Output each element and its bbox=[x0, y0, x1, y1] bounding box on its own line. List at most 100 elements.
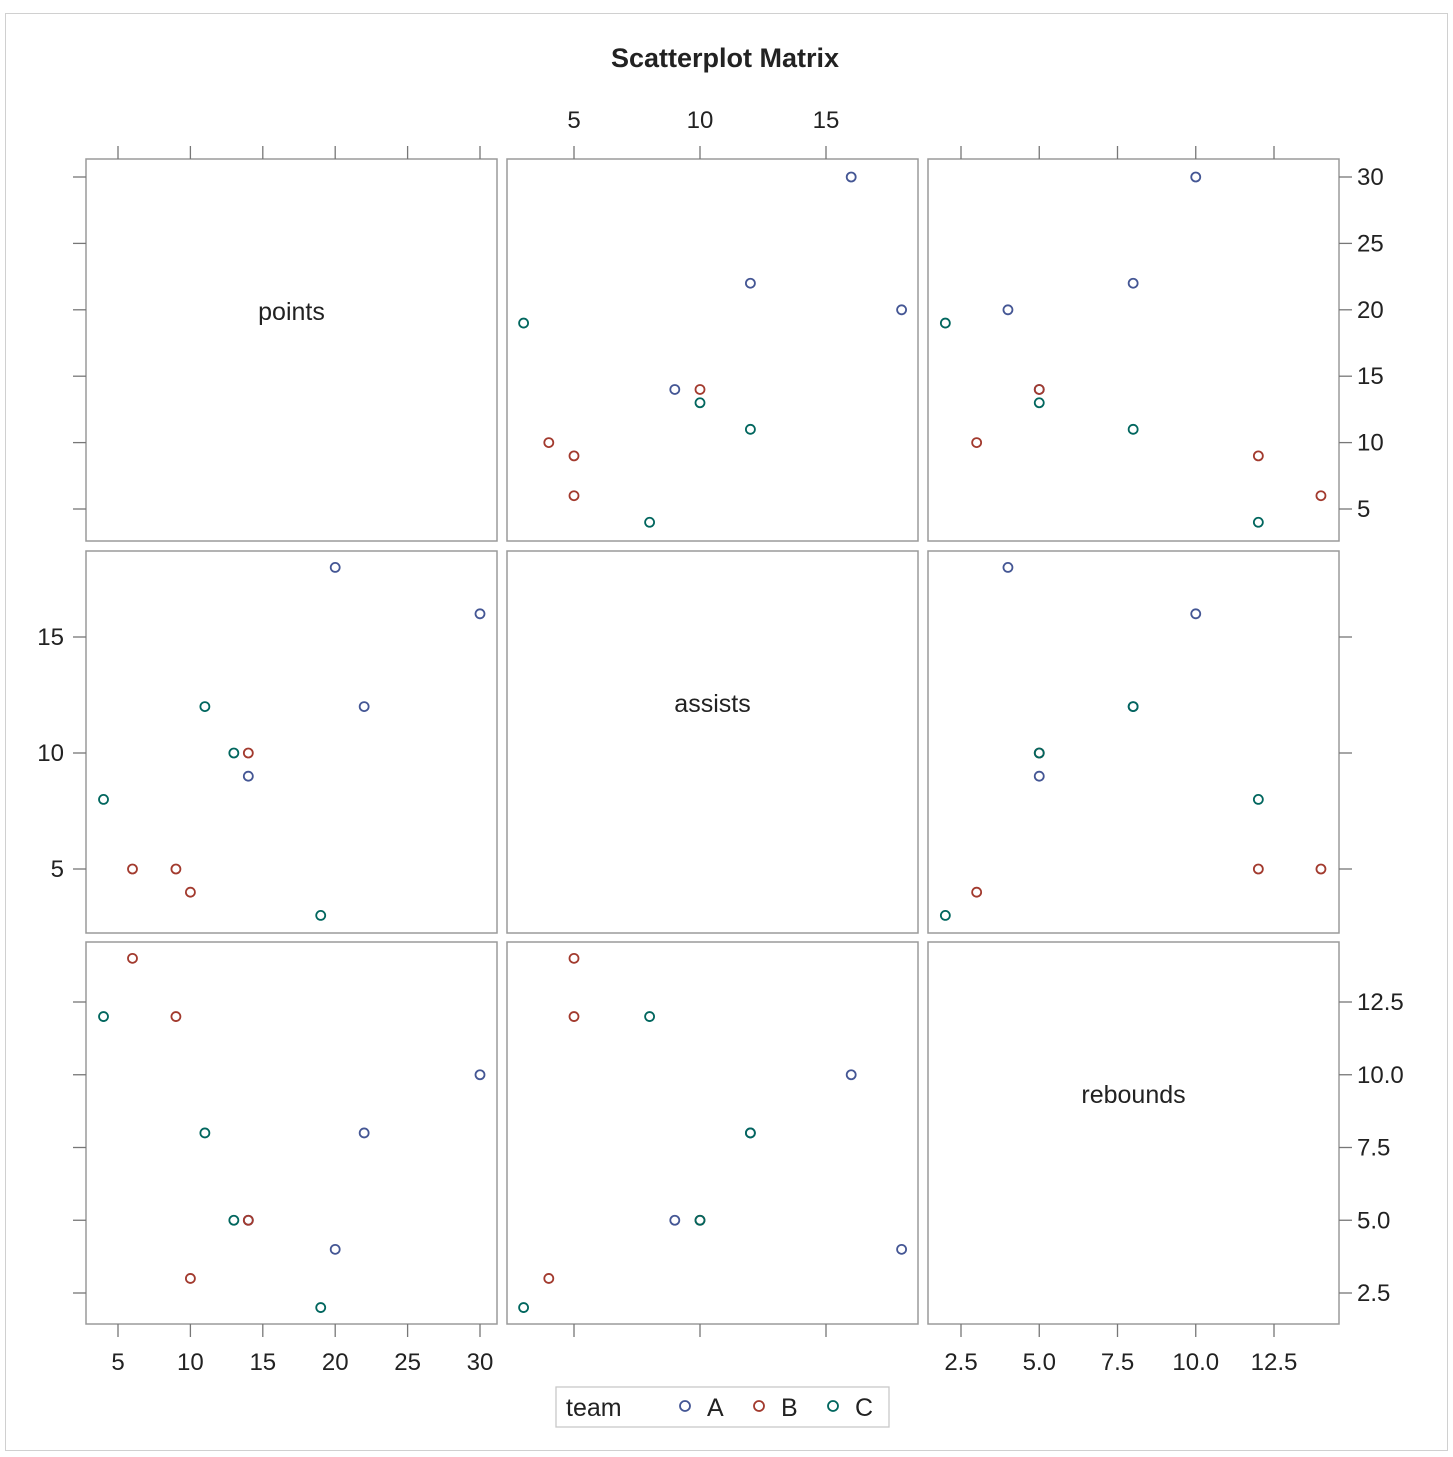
point-team-B bbox=[971, 886, 983, 898]
point-team-B bbox=[1033, 384, 1045, 395]
point-team-A bbox=[745, 277, 756, 289]
point-team-C bbox=[694, 1214, 706, 1226]
point-team-A bbox=[329, 1243, 341, 1255]
point-team-C bbox=[694, 397, 706, 409]
point-team-B bbox=[170, 863, 182, 875]
point-team-A bbox=[329, 562, 341, 573]
y-tick-label-rebounds: 7.5 bbox=[1357, 1135, 1390, 1162]
point-team-C bbox=[1252, 794, 1264, 805]
y-tick-label-rebounds: 5.0 bbox=[1357, 1207, 1390, 1234]
diagonal-label-points: points bbox=[258, 298, 325, 326]
point-team-C bbox=[315, 910, 327, 921]
x-tick-label-assists: 15 bbox=[813, 107, 840, 134]
legend-box bbox=[555, 1386, 890, 1428]
legend-label-A: A bbox=[707, 1394, 724, 1422]
point-team-A bbox=[1190, 608, 1202, 620]
point-team-C bbox=[199, 701, 211, 712]
point-team-A bbox=[474, 1069, 486, 1081]
point-team-B bbox=[971, 437, 983, 449]
panel-rebounds-vs-rebounds bbox=[927, 941, 1340, 1325]
y-tick-label-assists: 10 bbox=[37, 740, 64, 767]
point-team-A bbox=[669, 384, 681, 395]
point-team-C bbox=[644, 1011, 655, 1022]
point-team-B bbox=[242, 1214, 254, 1226]
panel-points-vs-rebounds bbox=[927, 158, 1340, 542]
point-team-C bbox=[199, 1127, 211, 1139]
point-team-B bbox=[568, 490, 580, 502]
point-team-A bbox=[1127, 277, 1139, 289]
panel-assists-vs-assists bbox=[506, 550, 919, 934]
point-team-B bbox=[568, 1011, 580, 1022]
point-team-A bbox=[896, 304, 907, 316]
chart-frame bbox=[5, 13, 1448, 1451]
x-tick-label-points: 30 bbox=[467, 1349, 494, 1376]
point-team-C bbox=[939, 317, 951, 329]
y-tick-label-assists: 15 bbox=[37, 624, 64, 651]
point-team-C bbox=[315, 1302, 327, 1313]
diagonal-label-rebounds: rebounds bbox=[1081, 1081, 1185, 1109]
point-team-A bbox=[474, 608, 486, 620]
point-team-B bbox=[694, 384, 706, 395]
point-team-A bbox=[845, 1069, 857, 1081]
point-team-C bbox=[745, 1127, 756, 1139]
point-team-C bbox=[518, 1302, 529, 1313]
panel-points-vs-points bbox=[85, 158, 498, 542]
point-team-B bbox=[568, 450, 580, 462]
point-team-C bbox=[1127, 423, 1139, 435]
point-team-B bbox=[1315, 863, 1327, 875]
point-team-B bbox=[184, 1273, 196, 1284]
y-tick-label-points: 10 bbox=[1357, 430, 1384, 457]
point-team-A bbox=[896, 1243, 907, 1255]
point-team-C bbox=[745, 423, 756, 435]
point-team-C bbox=[98, 1011, 109, 1022]
point-team-B bbox=[1315, 490, 1327, 502]
x-tick-label-assists: 5 bbox=[567, 107, 580, 134]
x-tick-label-rebounds: 5.0 bbox=[1023, 1349, 1056, 1376]
legend-marker-B bbox=[753, 1400, 765, 1412]
x-tick-label-rebounds: 7.5 bbox=[1101, 1349, 1134, 1376]
x-tick-label-points: 25 bbox=[394, 1349, 421, 1376]
x-tick-label-points: 10 bbox=[177, 1349, 204, 1376]
legend-marker-A bbox=[679, 1400, 691, 1412]
y-tick-label-rebounds: 12.5 bbox=[1357, 989, 1404, 1016]
point-team-C bbox=[1033, 747, 1045, 759]
panel-rebounds-vs-points bbox=[85, 941, 498, 1325]
point-team-A bbox=[1002, 562, 1014, 573]
point-team-A bbox=[845, 171, 857, 183]
point-team-C bbox=[98, 794, 109, 805]
point-team-B bbox=[568, 952, 580, 964]
point-team-C bbox=[939, 910, 951, 921]
y-tick-label-rebounds: 2.5 bbox=[1357, 1280, 1390, 1307]
point-team-B bbox=[170, 1011, 182, 1022]
point-team-C bbox=[1252, 516, 1264, 528]
y-tick-label-points: 20 bbox=[1357, 297, 1384, 324]
panel-rebounds-vs-assists bbox=[506, 941, 919, 1325]
point-team-C bbox=[644, 516, 655, 528]
point-team-C bbox=[228, 747, 240, 759]
point-team-B bbox=[1252, 863, 1264, 875]
x-tick-label-assists: 10 bbox=[687, 107, 714, 134]
point-team-B bbox=[127, 863, 138, 875]
panel-assists-vs-rebounds bbox=[927, 550, 1340, 934]
point-team-A bbox=[358, 701, 370, 712]
point-team-B bbox=[184, 886, 196, 898]
y-tick-label-assists: 5 bbox=[51, 856, 64, 883]
point-team-B bbox=[1252, 450, 1264, 462]
panel-assists-vs-points bbox=[85, 550, 498, 934]
chart-title: Scatterplot Matrix bbox=[611, 43, 839, 73]
x-tick-label-points: 20 bbox=[322, 1349, 349, 1376]
point-team-C bbox=[228, 1214, 240, 1226]
point-team-A bbox=[242, 770, 254, 782]
diagonal-label-assists: assists bbox=[674, 690, 750, 718]
point-team-A bbox=[358, 1127, 370, 1139]
y-tick-label-points: 30 bbox=[1357, 164, 1384, 191]
panel-points-vs-assists bbox=[506, 158, 919, 542]
point-team-C bbox=[1127, 701, 1139, 712]
point-team-B bbox=[543, 1273, 555, 1284]
point-team-C bbox=[518, 317, 529, 329]
point-team-A bbox=[1002, 304, 1014, 316]
y-tick-label-points: 5 bbox=[1357, 496, 1370, 523]
point-team-B bbox=[242, 747, 254, 759]
y-tick-label-points: 15 bbox=[1357, 363, 1384, 390]
